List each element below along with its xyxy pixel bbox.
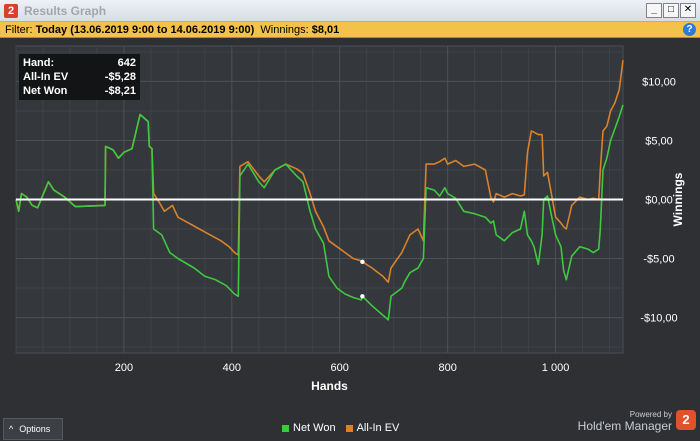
- options-label: Options: [19, 424, 51, 434]
- legend-label: Net Won: [293, 422, 336, 434]
- winnings-value: $8,01: [311, 23, 340, 36]
- help-icon[interactable]: ?: [683, 23, 696, 36]
- stats-label: Net Won: [23, 85, 68, 97]
- stats-value: -$8,21: [104, 85, 136, 97]
- chevron-up-icon: ^: [9, 424, 14, 434]
- x-tick-label: 1 000: [542, 362, 570, 374]
- hover-marker: [360, 259, 365, 265]
- series-line-net-won: [15, 104, 624, 321]
- stats-row-net-won: Net Won -$8,21: [23, 84, 136, 98]
- x-axis-title: Hands: [311, 379, 348, 393]
- y-tick-label: $10,00: [642, 76, 676, 88]
- maximize-button[interactable]: □: [663, 3, 679, 18]
- y-tick-label: $0,00: [645, 195, 673, 207]
- options-button[interactable]: ^ Options: [3, 418, 63, 440]
- legend-item-net-won[interactable]: Net Won: [282, 422, 336, 434]
- filter-value: Today (13.06.2019 9:00 to 14.06.2019 9:0…: [35, 23, 255, 36]
- y-tick-label: -$10,00: [640, 313, 677, 325]
- stats-label: All-In EV: [23, 71, 69, 83]
- x-tick-label: 600: [331, 362, 349, 374]
- filter-prefix: Filter:: [5, 23, 33, 36]
- brand-name: Hold'em Manager: [577, 419, 672, 433]
- x-tick-label: 400: [223, 362, 241, 374]
- legend-item-allin-ev[interactable]: All-In EV: [345, 422, 400, 434]
- stats-row-hand: Hand: 642: [23, 56, 136, 70]
- y-tick-label: -$5,00: [643, 254, 674, 266]
- window-controls: _ □ ✕: [646, 3, 696, 18]
- legend-swatch-allin-ev: [345, 424, 353, 432]
- powered-by-label: Powered by: [629, 410, 672, 419]
- hand-stats-box: Hand: 642 All-In EV -$5,28 Net Won -$8,2…: [19, 54, 140, 100]
- x-tick-label: 800: [438, 362, 456, 374]
- close-button[interactable]: ✕: [680, 3, 696, 18]
- brand-text: Powered by Hold'em Manager: [578, 410, 672, 433]
- brand-logo-icon: 2: [676, 410, 696, 430]
- y-tick-label: $5,00: [645, 135, 673, 147]
- stats-value: -$5,28: [104, 71, 136, 83]
- bottom-bar: ^ Options Net Won All-In EV Powered by Ho…: [0, 410, 700, 441]
- x-tick-label: 200: [115, 362, 133, 374]
- minimize-button[interactable]: _: [646, 3, 662, 18]
- legend-swatch-net-won: [282, 424, 289, 432]
- legend-label: All-In EV: [356, 422, 400, 434]
- y-axis-title: Winnings: [671, 172, 685, 226]
- filter-bar[interactable]: Filter: Today (13.06.2019 9:00 to 14.06.…: [0, 22, 700, 38]
- app-icon: 2: [4, 3, 18, 18]
- stats-row-allin-ev: All-In EV -$5,28: [23, 70, 136, 84]
- winnings-label: Winnings:: [260, 23, 309, 36]
- hover-marker: [360, 294, 365, 299]
- window-title: Results Graph: [24, 3, 107, 18]
- stats-value: 642: [117, 57, 136, 69]
- chart-legend: Net Won All-In EV: [282, 422, 399, 434]
- window-title-bar: 2 Results Graph _ □ ✕: [0, 0, 700, 22]
- stats-label: Hand:: [23, 57, 55, 69]
